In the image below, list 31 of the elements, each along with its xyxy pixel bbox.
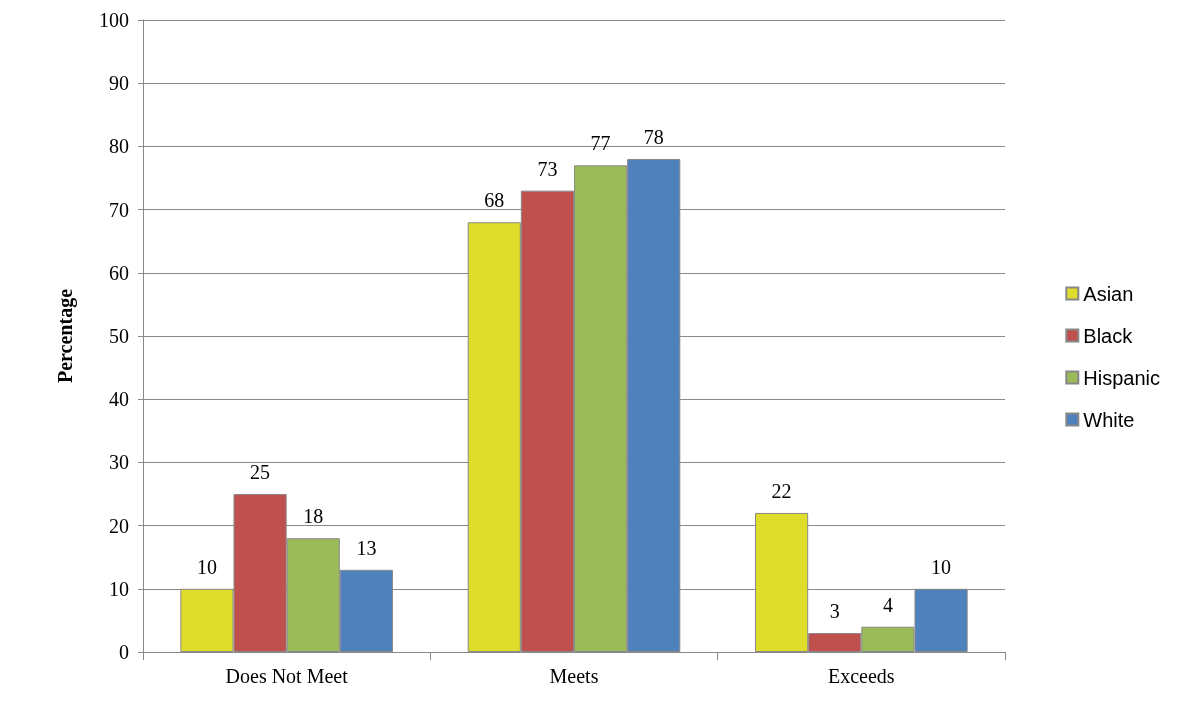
x-tick-label: Does Not Meet xyxy=(225,665,349,687)
x-tick-label: Meets xyxy=(549,665,599,687)
legend-label: Asian xyxy=(1083,282,1134,305)
y-axis-title: Percentage xyxy=(54,288,77,384)
legend-label: Black xyxy=(1083,324,1134,347)
legend-label: White xyxy=(1083,408,1135,431)
legend-label: Hispanic xyxy=(1083,366,1160,389)
data-label: 73 xyxy=(537,157,558,180)
data-label: 10 xyxy=(931,555,952,578)
y-tick-label: 20 xyxy=(109,514,129,537)
y-tick-label: 80 xyxy=(109,135,129,158)
data-label: 68 xyxy=(484,189,505,212)
data-label: 4 xyxy=(882,593,893,616)
y-tick-label: 0 xyxy=(119,641,129,663)
y-tick-label: 30 xyxy=(109,451,129,474)
data-label: 13 xyxy=(356,536,377,559)
y-tick-label: 50 xyxy=(109,325,129,347)
data-label: 3 xyxy=(829,600,840,623)
data-label: 77 xyxy=(590,132,611,155)
data-label: 10 xyxy=(196,555,217,578)
y-tick-label: 40 xyxy=(109,388,129,411)
x-tick-label: Exceeds xyxy=(828,665,895,687)
y-tick-label: 60 xyxy=(109,261,129,284)
data-label: 22 xyxy=(771,479,792,502)
y-tick-label: 70 xyxy=(109,198,129,221)
y-tick-label: 90 xyxy=(109,72,129,95)
data-label: 78 xyxy=(643,126,664,149)
data-label: 25 xyxy=(250,461,271,483)
y-tick-label: 100 xyxy=(99,9,129,31)
data-label: 18 xyxy=(303,505,324,528)
y-tick-label: 10 xyxy=(109,577,129,600)
